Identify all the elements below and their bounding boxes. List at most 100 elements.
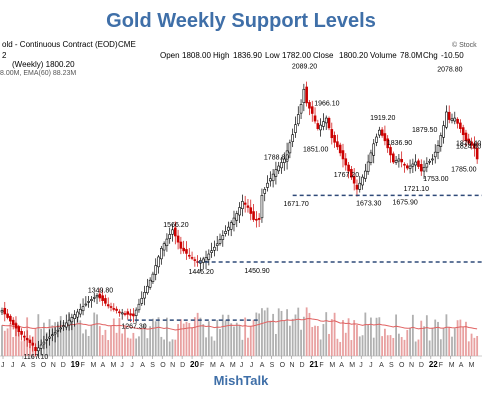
volume-bar <box>188 323 191 356</box>
volume-bar <box>185 321 188 356</box>
volume-bar <box>68 312 70 356</box>
x-tick-label: S <box>31 362 36 369</box>
price-label: 1879.50 <box>412 127 437 134</box>
candle-body <box>246 205 250 208</box>
candle-body <box>324 117 328 124</box>
volume-bar <box>124 326 126 356</box>
candle-body <box>257 217 261 220</box>
candle-body <box>380 129 384 136</box>
volume-bar <box>216 319 219 356</box>
candle-body <box>280 162 283 169</box>
x-tick-label: J <box>11 362 15 369</box>
volume-bar <box>199 317 202 356</box>
x-tick-label: M <box>329 362 335 369</box>
volume-bar <box>333 312 336 356</box>
source-credit: MishTalk <box>213 373 269 388</box>
volume-bar <box>171 339 174 356</box>
candle-body <box>439 135 443 147</box>
candle-body <box>67 319 71 326</box>
x-tick-label: N <box>170 362 175 369</box>
candle-body <box>115 308 118 311</box>
candle-body <box>352 176 356 184</box>
volume-bar <box>356 324 358 356</box>
volume-bar <box>473 337 476 356</box>
x-tick-label: M <box>110 362 116 369</box>
volume-bar <box>160 336 163 356</box>
volume-bar <box>456 320 459 356</box>
x-tick-label: J <box>130 362 134 369</box>
volume-bar <box>191 327 193 356</box>
volume-bar <box>367 324 370 356</box>
candle-body <box>185 249 188 254</box>
candle-body <box>51 334 54 337</box>
volume-bar <box>400 337 403 356</box>
price-label: 1267.30 <box>121 323 146 330</box>
volume-bar <box>277 308 280 356</box>
volume-bar <box>347 318 350 356</box>
volume-bar <box>314 325 316 356</box>
x-tick-label: M <box>449 362 455 369</box>
candle-body <box>425 163 429 168</box>
volume-bar <box>140 328 143 356</box>
price-label: 1675.90 <box>392 200 417 207</box>
candle-body <box>400 158 403 163</box>
low-value: 1782.00 <box>282 51 311 60</box>
volume-bar <box>448 327 451 356</box>
volume-bar <box>392 337 395 356</box>
candle-body <box>112 308 116 310</box>
candle-body <box>341 150 345 160</box>
candle-body <box>296 114 300 125</box>
candle-body <box>464 132 468 142</box>
candle-body <box>210 250 213 253</box>
candle-body <box>266 182 269 188</box>
volume-bar <box>82 333 84 356</box>
price-label: 2078.80 <box>437 66 462 73</box>
copyright-text: © Stock <box>452 41 477 49</box>
candle-body <box>316 123 320 129</box>
volume-bar <box>420 320 423 356</box>
chg-value: -10.50 <box>441 51 464 60</box>
volume-bar <box>417 339 420 356</box>
candle-body <box>364 170 367 179</box>
candle-body <box>73 314 76 319</box>
volume-bar <box>319 339 322 356</box>
volume-bar <box>263 310 266 356</box>
price-label: 1446.20 <box>188 269 213 276</box>
volume-bar <box>342 320 344 356</box>
candle-body <box>84 303 88 306</box>
volume-bar <box>233 326 235 356</box>
volume-bar <box>196 312 199 356</box>
volume-bar <box>361 335 364 356</box>
chg-label: Chg <box>423 51 438 60</box>
price-label: 2089.20 <box>292 63 317 70</box>
candle-body <box>327 117 331 129</box>
x-tick-label: D <box>61 362 66 369</box>
volume-bar <box>110 325 112 356</box>
candle-body <box>132 313 135 317</box>
volume-bar <box>104 329 107 356</box>
candle-body <box>179 241 183 249</box>
volume-bar <box>149 326 152 356</box>
volume-bar <box>129 338 132 356</box>
x-tick-label: F <box>439 362 443 369</box>
open-value: 1808.00 <box>182 51 211 60</box>
close-value: 1800.20 <box>339 51 368 60</box>
low-label: Low <box>265 51 280 60</box>
volume-bar <box>1 325 3 356</box>
candle-body <box>56 329 60 332</box>
volume-bar <box>65 326 68 356</box>
candle-body <box>397 158 401 162</box>
candle-body <box>137 303 141 311</box>
volume-bar <box>177 324 179 356</box>
volume-bar <box>434 319 437 356</box>
candle-body <box>366 161 370 172</box>
volume-bar <box>135 338 138 356</box>
candle-body <box>151 273 155 282</box>
volume-bar <box>431 327 434 356</box>
volume-bar <box>283 321 286 356</box>
candle-body <box>3 307 7 315</box>
candle-body <box>361 176 364 186</box>
candle-body <box>419 164 423 172</box>
x-tick-label: M <box>91 362 97 369</box>
